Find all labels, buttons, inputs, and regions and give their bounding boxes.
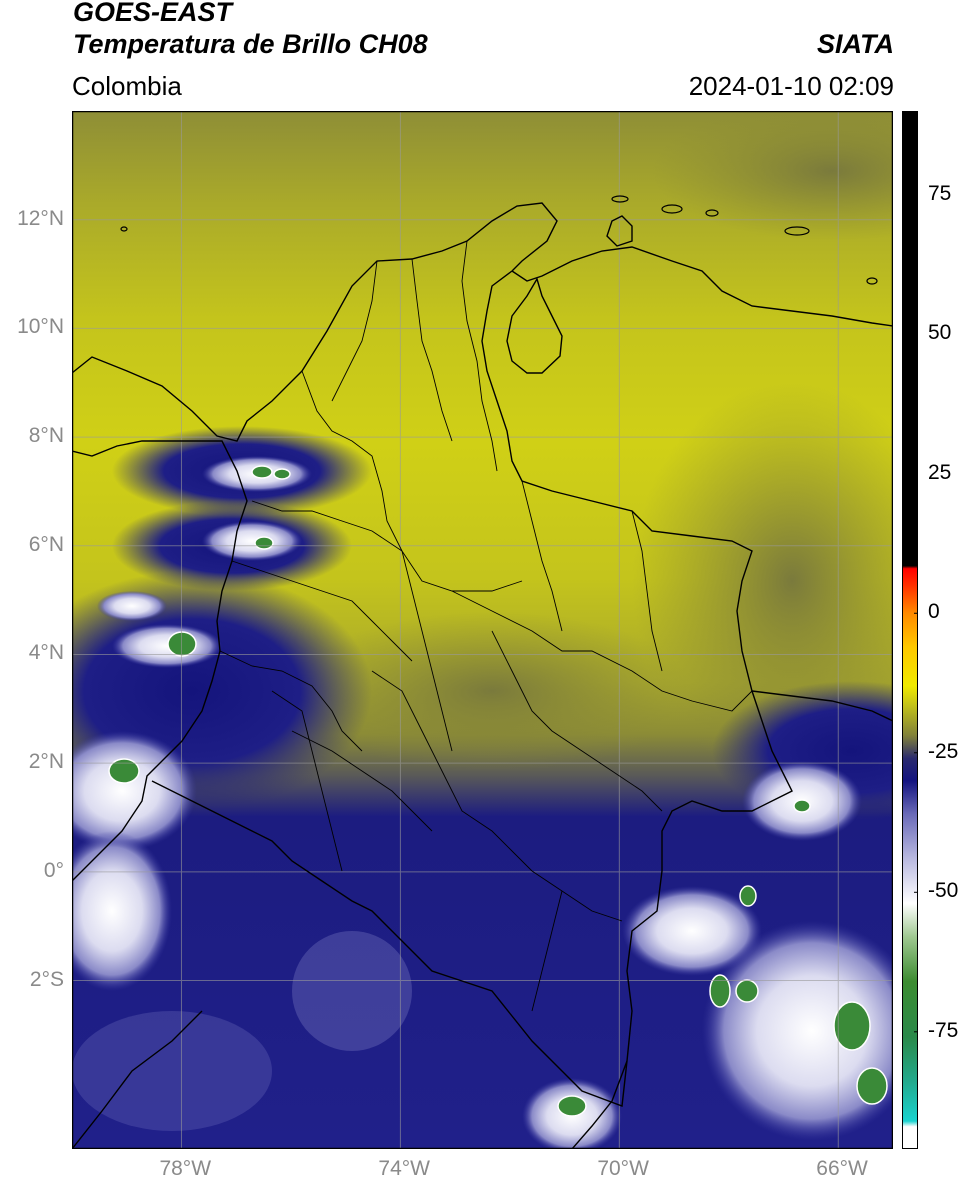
latitude-tick-label: 2°S [29,967,64,991]
colorbar-tick-label: 25 [928,460,952,484]
deep-convection-cells [108,465,888,1117]
cloud-top [72,831,172,991]
olive-region-east [632,381,893,781]
colorbar-frame [902,111,918,1149]
gridlines [72,111,893,1149]
latitude-tick-label: 2°N [28,750,64,774]
longitude-tick-label: 78°W [159,1157,212,1180]
latitude-tick-label: 6°N [28,532,64,556]
datetime-label: 2024-01-10 02:09 [688,71,894,101]
colorbar [902,111,918,1149]
cloud-top [72,1011,272,1131]
olive-region-north [652,111,893,241]
longitude-tick-label: 70°W [597,1157,649,1180]
cloud-top [202,521,302,561]
colorbar-gradient [902,111,918,1149]
colorbar-tick-label: -75 [928,1018,959,1042]
region-label: Colombia [72,71,182,101]
latitude-tick-label: 12°N [17,206,64,230]
longitude-tick-label: 66°W [816,1157,868,1180]
satellite-title: GOES-EAST [73,0,233,27]
department-borders [219,240,753,1012]
cloud-top [97,591,167,621]
latitude-tick-label: 4°N [28,641,64,665]
colorbar-tick-label: -25 [928,739,959,763]
colorbar-tick-label: -50 [928,879,959,903]
latitude-tick-label: 8°N [28,424,64,448]
colorbar-tick-label: 50 [928,321,952,345]
cloud-top [702,921,893,1141]
colorbar-tick-label: 75 [928,181,952,205]
coastlines-and-borders [72,202,893,1149]
caribbean-islands [120,195,878,285]
product-title: Temperatura de Brillo CH08 [73,29,428,59]
map-frame [72,111,893,1149]
satellite-map [72,111,893,1149]
colorbar-tick-label: 0 [928,600,940,624]
latitude-tick-label: 0° [43,858,64,882]
cloud-top [112,624,222,668]
colorbar-tick-marks [914,194,918,1033]
cloud-top [292,931,412,1051]
cloud-top [72,731,197,851]
agency-label: SIATA [817,29,894,59]
latitude-tick-label: 10°N [17,315,64,339]
longitude-tick-label: 74°W [378,1157,430,1180]
